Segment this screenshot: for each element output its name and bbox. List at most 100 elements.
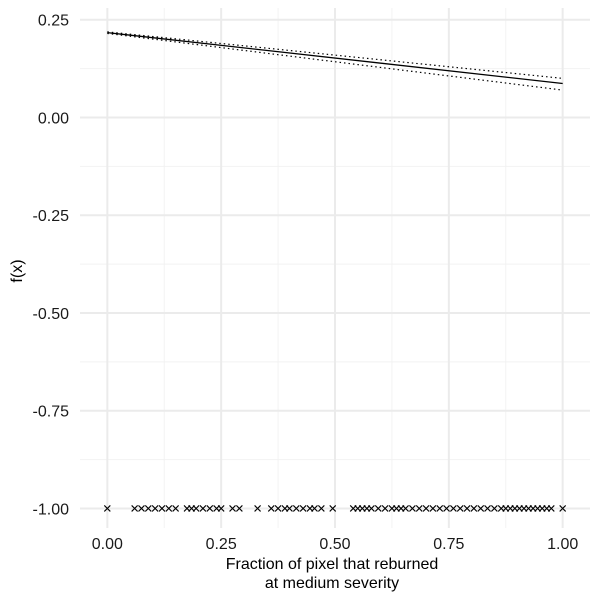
- rug-mark-stroke: [274, 505, 282, 512]
- rug-mark: [547, 505, 555, 512]
- rug-mark: [329, 505, 337, 512]
- rug-mark: [199, 505, 207, 512]
- y-tick-label: 0.00: [38, 110, 69, 127]
- rug-mark-stroke: [206, 505, 214, 512]
- rug-mark-stroke: [329, 505, 337, 512]
- rug-mark-stroke: [547, 505, 555, 512]
- rug-mark-stroke: [299, 505, 307, 512]
- rug-mark: [254, 505, 261, 512]
- rug-mark: [490, 505, 498, 512]
- rug-mark-stroke: [374, 505, 382, 512]
- x-axis-title-line-1: Fraction of pixel that reburned: [226, 556, 439, 573]
- line-layer: [107, 31, 563, 85]
- rug-mark-stroke: [409, 505, 416, 512]
- rug-mark-stroke: [267, 505, 275, 512]
- rug-mark-stroke: [144, 505, 152, 512]
- rug-mark: [381, 505, 389, 512]
- rug-mark-stroke: [429, 505, 437, 512]
- y-tick-label: -0.25: [33, 208, 70, 225]
- rug-mark-stroke: [484, 505, 491, 512]
- rug-mark-stroke: [456, 505, 464, 512]
- rug-mark-stroke: [151, 505, 159, 512]
- x-tick-label: 0.75: [433, 536, 464, 553]
- rug-mark: [103, 505, 111, 512]
- rug-mark: [144, 505, 152, 512]
- rug-mark: [415, 505, 423, 512]
- rug-mark-stroke: [286, 505, 293, 512]
- fitted-line: [107, 31, 563, 85]
- rug-mark: [443, 505, 450, 512]
- rug-mark-stroke: [172, 505, 180, 512]
- rug-mark: [229, 505, 236, 512]
- x-tick-label: 0.50: [319, 536, 350, 553]
- rug-mark-stroke: [443, 505, 450, 512]
- rug-mark-stroke: [131, 505, 139, 512]
- rug-mark: [151, 505, 159, 512]
- y-tick-layer: 0.25 0.00 -0.25 -0.50 -0.75 -1.00: [33, 13, 70, 519]
- x-tick-label: 0.00: [92, 536, 123, 553]
- rug-mark: [436, 505, 444, 512]
- x-tick-label: 0.25: [206, 536, 237, 553]
- rug-mark-stroke: [477, 505, 485, 512]
- rug-mark-stroke: [217, 505, 225, 512]
- rug-mark-stroke: [381, 505, 389, 512]
- rug-layer: [103, 505, 567, 512]
- rug-mark-stroke: [158, 505, 166, 512]
- rug-mark-stroke: [463, 505, 471, 512]
- rug-mark-stroke: [422, 505, 430, 512]
- rug-mark: [470, 505, 478, 512]
- rug-mark: [274, 505, 282, 512]
- rug-mark-stroke: [192, 505, 200, 512]
- y-tick-label: -0.50: [33, 306, 70, 323]
- grid-layer: [80, 8, 590, 528]
- y-tick-label: -1.00: [33, 501, 70, 518]
- rug-mark-stroke: [254, 505, 261, 512]
- rug-mark: [138, 505, 145, 512]
- rug-mark-stroke: [559, 505, 567, 512]
- rug-mark: [484, 505, 491, 512]
- rug-mark: [311, 505, 318, 512]
- rug-mark: [463, 505, 471, 512]
- rug-mark: [165, 505, 173, 512]
- rug-mark: [317, 505, 325, 512]
- rug-mark: [299, 505, 307, 512]
- rug-mark-stroke: [199, 505, 207, 512]
- rug-mark-stroke: [229, 505, 236, 512]
- rug-mark: [286, 505, 293, 512]
- rug-mark: [192, 505, 200, 512]
- rug-mark: [450, 505, 457, 512]
- rug-mark-stroke: [450, 505, 457, 512]
- x-tick-layer: 0.00 0.25 0.50 0.75 1.00: [92, 536, 579, 553]
- rug-mark-stroke: [165, 505, 173, 512]
- rug-mark-stroke: [490, 505, 498, 512]
- rug-mark: [477, 505, 485, 512]
- rug-mark-stroke: [103, 505, 111, 512]
- rug-mark: [292, 505, 300, 512]
- rug-mark: [172, 505, 180, 512]
- rug-mark: [267, 505, 275, 512]
- rug-mark: [235, 505, 243, 512]
- rug-mark: [409, 505, 416, 512]
- rug-mark: [429, 505, 437, 512]
- rug-mark: [368, 505, 375, 512]
- rug-mark-stroke: [311, 505, 318, 512]
- rug-mark: [374, 505, 382, 512]
- rug-mark-stroke: [317, 505, 325, 512]
- rug-mark-stroke: [235, 505, 243, 512]
- x-tick-label: 1.00: [547, 536, 578, 553]
- rug-mark-stroke: [368, 505, 375, 512]
- rug-mark: [422, 505, 430, 512]
- rug-mark-stroke: [436, 505, 444, 512]
- rug-mark: [456, 505, 464, 512]
- rug-mark: [402, 505, 409, 512]
- rug-mark: [206, 505, 214, 512]
- rug-mark: [217, 505, 225, 512]
- rug-mark-stroke: [402, 505, 409, 512]
- y-tick-label: -0.75: [33, 404, 70, 421]
- y-tick-label: 0.25: [38, 13, 69, 30]
- x-axis-title-line-2: at medium severity: [265, 575, 399, 592]
- rug-mark-stroke: [138, 505, 145, 512]
- y-axis-title: f(x): [9, 259, 26, 282]
